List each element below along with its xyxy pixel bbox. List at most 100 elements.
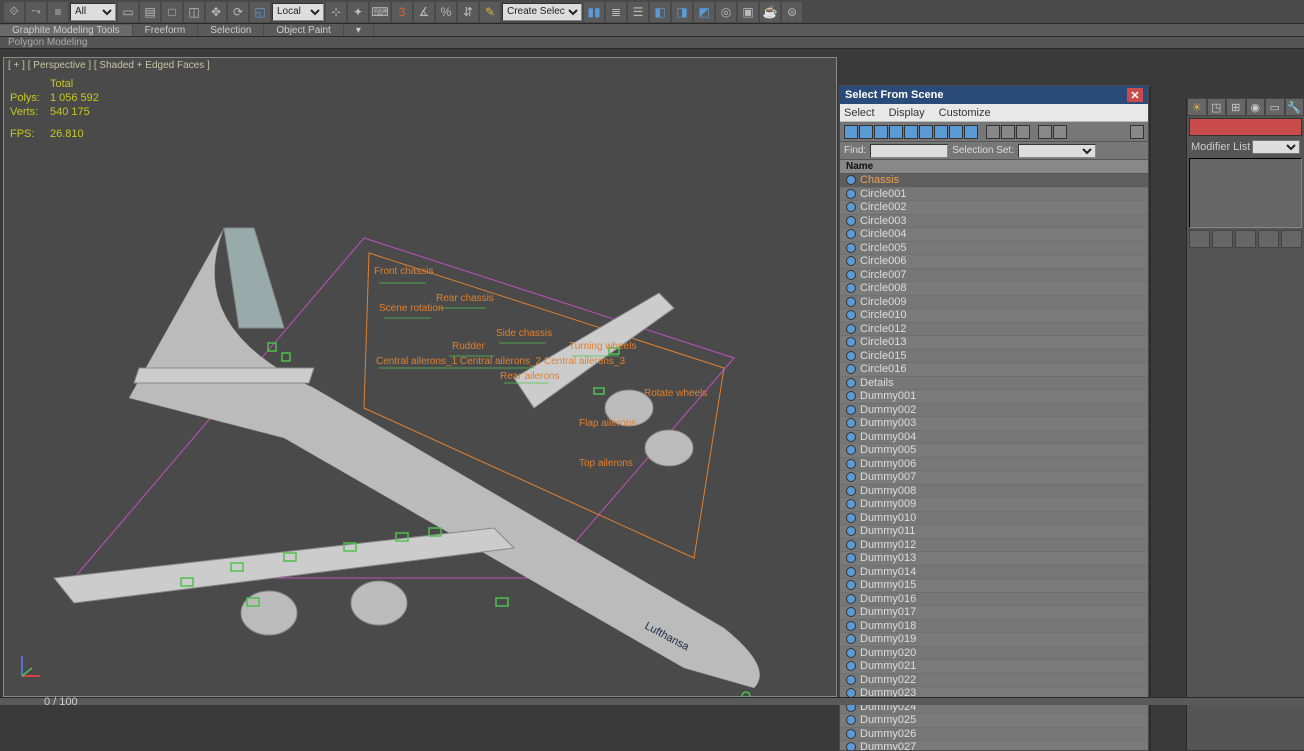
list-item[interactable]: Dummy006 xyxy=(840,458,1148,472)
coord-dropdown[interactable]: Local xyxy=(272,3,324,21)
list-item[interactable]: Dummy026 xyxy=(840,728,1148,742)
list-item[interactable]: Dummy012 xyxy=(840,539,1148,553)
list-item[interactable]: Dummy011 xyxy=(840,525,1148,539)
list-item[interactable]: Dummy009 xyxy=(840,498,1148,512)
schematic-icon[interactable]: ≡ xyxy=(48,2,68,22)
selset-dropdown[interactable] xyxy=(1018,144,1096,158)
tab-graphite[interactable]: Graphite Modeling Tools xyxy=(0,25,133,36)
modifier-list-dropdown[interactable] xyxy=(1252,140,1300,154)
selset-btn3-icon[interactable] xyxy=(1132,145,1144,157)
list-item[interactable]: Dummy001 xyxy=(840,390,1148,404)
tab-expand[interactable]: ▾ xyxy=(344,25,374,36)
list-item[interactable]: Dummy002 xyxy=(840,404,1148,418)
display-tab-icon[interactable]: ▭ xyxy=(1265,98,1285,116)
snap-icon[interactable]: 3 xyxy=(392,2,412,22)
render-icon[interactable]: ☕ xyxy=(760,2,780,22)
modifier-stack[interactable] xyxy=(1189,158,1302,228)
list-item[interactable]: Dummy014 xyxy=(840,566,1148,580)
list-item[interactable]: Dummy005 xyxy=(840,444,1148,458)
filter-lights-icon[interactable] xyxy=(874,125,888,139)
list-item[interactable]: Dummy015 xyxy=(840,579,1148,593)
pivot-icon[interactable]: ⊹ xyxy=(326,2,346,22)
find-input[interactable] xyxy=(870,144,948,158)
list-item[interactable]: Dummy021 xyxy=(840,660,1148,674)
selset-btn1-icon[interactable] xyxy=(1100,145,1112,157)
filter-xrefs-icon[interactable] xyxy=(949,125,963,139)
modify-tab-icon[interactable]: ◳ xyxy=(1207,98,1227,116)
list-item[interactable]: Dummy010 xyxy=(840,512,1148,526)
display-invert-icon[interactable] xyxy=(1016,125,1030,139)
configure-sets-icon[interactable] xyxy=(1281,230,1302,248)
list-item[interactable]: Dummy018 xyxy=(840,620,1148,634)
edit-named-sel-icon[interactable]: ✎ xyxy=(480,2,500,22)
settings-icon[interactable] xyxy=(1130,125,1144,139)
filter-spacewarps-icon[interactable] xyxy=(919,125,933,139)
pin-stack-icon[interactable] xyxy=(1189,230,1210,248)
keyboard-icon[interactable]: ⌨ xyxy=(370,2,390,22)
list-item[interactable]: Circle005 xyxy=(840,242,1148,256)
list-item[interactable]: Circle013 xyxy=(840,336,1148,350)
create-tab-icon[interactable]: ☀ xyxy=(1187,98,1207,116)
align-icon[interactable]: ≣ xyxy=(606,2,626,22)
teapot-icon[interactable]: ⊜ xyxy=(782,2,802,22)
motion-tab-icon[interactable]: ◉ xyxy=(1246,98,1266,116)
list-item[interactable]: Dummy022 xyxy=(840,674,1148,688)
utilities-tab-icon[interactable]: 🔧 xyxy=(1285,98,1304,116)
filter-cameras-icon[interactable] xyxy=(889,125,903,139)
display-none-icon[interactable] xyxy=(1001,125,1015,139)
show-result-icon[interactable] xyxy=(1212,230,1233,248)
menu-customize[interactable]: Customize xyxy=(939,107,991,119)
dialog-titlebar[interactable]: Select From Scene ✕ xyxy=(840,86,1148,104)
manipulate-icon[interactable]: ✦ xyxy=(348,2,368,22)
scale-icon[interactable]: ◱ xyxy=(250,2,270,22)
collapse-icon[interactable] xyxy=(1038,125,1052,139)
aircraft-model[interactable]: Lufthansa Front chassis Rear chassis Sce… xyxy=(34,158,794,698)
expand-icon[interactable] xyxy=(1053,125,1067,139)
menu-display[interactable]: Display xyxy=(889,107,925,119)
remove-mod-icon[interactable] xyxy=(1258,230,1279,248)
column-header-name[interactable]: Name xyxy=(840,160,1148,174)
perspective-viewport[interactable]: [ + ] [ Perspective ] [ Shaded + Edged F… xyxy=(3,57,837,697)
list-item[interactable]: Circle006 xyxy=(840,255,1148,269)
list-item[interactable]: Dummy016 xyxy=(840,593,1148,607)
list-item[interactable]: Dummy017 xyxy=(840,606,1148,620)
schematic-view-icon[interactable]: ◨ xyxy=(672,2,692,22)
filter-shapes-icon[interactable] xyxy=(859,125,873,139)
list-item[interactable]: Circle007 xyxy=(840,269,1148,283)
list-item[interactable]: Circle001 xyxy=(840,188,1148,202)
list-item[interactable]: Dummy013 xyxy=(840,552,1148,566)
filter-dropdown[interactable]: All xyxy=(70,3,116,21)
layers-icon[interactable]: ☰ xyxy=(628,2,648,22)
filter-bones-icon[interactable] xyxy=(964,125,978,139)
hierarchy-tab-icon[interactable]: ⊞ xyxy=(1226,98,1246,116)
move-icon[interactable]: ✥ xyxy=(206,2,226,22)
list-item[interactable]: Dummy004 xyxy=(840,431,1148,445)
selset-btn2-icon[interactable] xyxy=(1116,145,1128,157)
list-item[interactable]: Dummy020 xyxy=(840,647,1148,661)
select-icon[interactable]: ▭ xyxy=(118,2,138,22)
list-item[interactable]: Dummy008 xyxy=(840,485,1148,499)
make-unique-icon[interactable] xyxy=(1235,230,1256,248)
rect-select-icon[interactable]: □ xyxy=(162,2,182,22)
list-item[interactable]: Circle016 xyxy=(840,363,1148,377)
render-setup-icon[interactable]: ◎ xyxy=(716,2,736,22)
list-item[interactable]: Dummy025 xyxy=(840,714,1148,728)
link-icon[interactable]: ⟐ xyxy=(4,2,24,22)
list-item[interactable]: Circle002 xyxy=(840,201,1148,215)
list-item[interactable]: Dummy019 xyxy=(840,633,1148,647)
list-item[interactable]: Dummy003 xyxy=(840,417,1148,431)
list-item[interactable]: Dummy027 xyxy=(840,741,1148,750)
close-icon[interactable]: ✕ xyxy=(1127,88,1143,102)
filter-groups-icon[interactable] xyxy=(934,125,948,139)
list-item[interactable]: Chassis xyxy=(840,174,1148,188)
curve-editor-icon[interactable]: ◧ xyxy=(650,2,670,22)
render-frame-icon[interactable]: ▣ xyxy=(738,2,758,22)
list-item[interactable]: Circle015 xyxy=(840,350,1148,364)
unlink-icon[interactable]: ⤳ xyxy=(26,2,46,22)
viewport-label[interactable]: [ + ] [ Perspective ] [ Shaded + Edged F… xyxy=(8,60,210,71)
window-crossing-icon[interactable]: ◫ xyxy=(184,2,204,22)
material-editor-icon[interactable]: ◩ xyxy=(694,2,714,22)
list-item[interactable]: Circle009 xyxy=(840,296,1148,310)
spinner-snap-icon[interactable]: ⇵ xyxy=(458,2,478,22)
tab-selection[interactable]: Selection xyxy=(198,25,264,36)
